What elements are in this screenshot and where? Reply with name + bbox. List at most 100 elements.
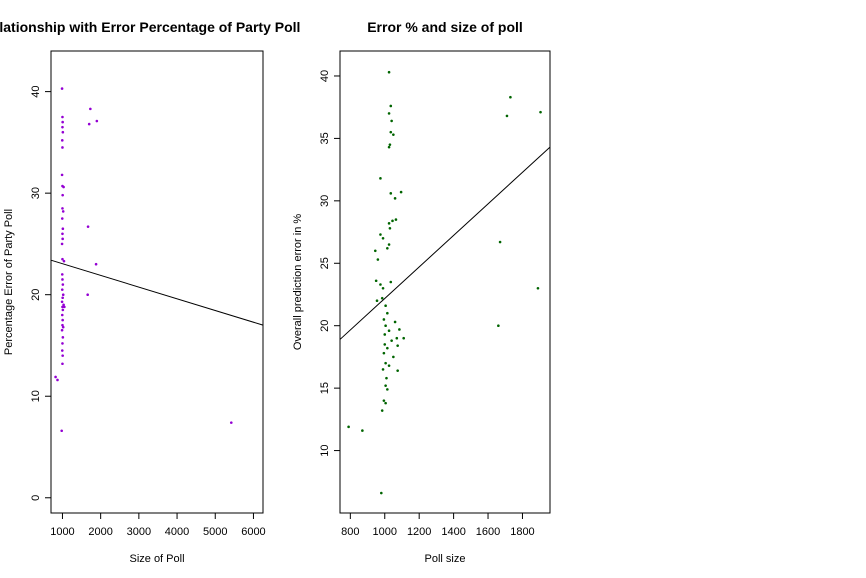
right-x-tick-label: 1600 (476, 526, 500, 538)
left-data-point (61, 278, 64, 281)
left-data-point (60, 273, 64, 276)
right-data-point (392, 355, 395, 359)
left-data-point (61, 323, 64, 327)
left-data-point (61, 227, 65, 230)
right-data-point (402, 336, 405, 340)
left-plot-frame (50, 50, 264, 514)
right-data-point (374, 279, 378, 283)
right-y-tick-label: 10 (319, 444, 331, 456)
right-data-point (539, 110, 542, 114)
left-data-point (61, 237, 64, 241)
left-data-point (56, 378, 59, 382)
left-data-point (61, 193, 64, 197)
right-data-point (394, 218, 398, 221)
left-y-tick-label: 20 (30, 289, 42, 301)
left-data-point (61, 146, 64, 149)
left-chart-title: Size of Poll relationship with Error Per… (0, 19, 300, 35)
left-data-point (229, 421, 233, 424)
left-data-point (60, 288, 64, 291)
right-data-point (391, 219, 394, 223)
right-data-point (381, 368, 385, 371)
left-data-point (60, 217, 64, 220)
right-data-point (387, 112, 391, 115)
right-data-point (497, 324, 500, 328)
right-regression-line (339, 146, 551, 340)
right-data-point (373, 249, 377, 253)
left-scatter-panel: Size of Poll relationship with Error Per… (0, 19, 300, 565)
right-data-point (387, 329, 391, 332)
left-data-point (62, 259, 66, 263)
right-data-point (347, 425, 350, 429)
left-data-point (61, 362, 64, 366)
left-data-point (61, 318, 64, 322)
right-data-point (384, 361, 387, 365)
left-y-tick-label: 40 (30, 85, 42, 97)
left-data-point (61, 257, 64, 261)
right-data-point (387, 145, 391, 149)
right-y-tick-label: 15 (319, 382, 331, 394)
left-data-point (61, 232, 64, 236)
left-data-point (61, 130, 65, 134)
right-y-tick-label: 25 (319, 257, 331, 269)
right-data-point (384, 304, 387, 308)
left-data-point (61, 120, 64, 124)
right-data-point (498, 240, 502, 244)
left-y-axis-label: Percentage Error of Party Poll (3, 209, 15, 355)
left-x-axis-label: Size of Poll (129, 553, 184, 565)
right-y-tick-label: 35 (319, 132, 331, 144)
left-data-point (61, 283, 65, 286)
right-data-point (384, 324, 387, 328)
left-data-point (61, 325, 65, 329)
right-data-point (387, 222, 391, 225)
left-data-point (89, 107, 92, 111)
right-data-point (396, 344, 399, 347)
right-data-point (389, 130, 393, 134)
right-data-point (536, 286, 540, 290)
right-y-tick-label: 20 (319, 320, 331, 332)
right-x-axis-label: Poll size (425, 553, 466, 565)
right-data-point (390, 339, 393, 342)
left-data-point (61, 125, 64, 129)
left-data-point (94, 262, 98, 266)
right-data-point (384, 401, 387, 405)
right-data-point (387, 70, 391, 74)
left-data-point (60, 173, 64, 177)
right-chart-title: Error % and size of poll (367, 19, 523, 35)
left-data-point (61, 210, 65, 213)
right-data-point (384, 384, 387, 387)
right-data-point (389, 104, 393, 108)
right-y-tick-label: 40 (319, 70, 331, 82)
right-scatter-panel: Error % and size of poll Poll size Overa… (292, 19, 551, 565)
right-data-point (390, 119, 393, 123)
left-data-point (61, 308, 65, 312)
right-data-point (396, 369, 399, 372)
left-data-point (95, 119, 99, 123)
right-data-point (379, 233, 382, 236)
left-data-point (60, 349, 64, 352)
right-data-point (388, 143, 392, 146)
right-data-point (380, 296, 384, 300)
left-data-point (61, 354, 64, 357)
left-x-tick-label: 4000 (165, 526, 189, 538)
left-data-point (60, 429, 63, 433)
right-data-point (383, 333, 387, 336)
right-data-point (381, 286, 385, 290)
left-x-tick-label: 1000 (50, 526, 74, 538)
left-data-point (60, 242, 64, 246)
right-x-tick-label: 800 (341, 526, 359, 538)
left-x-tick-label: 6000 (241, 526, 265, 538)
left-y-tick-label: 30 (30, 187, 42, 199)
left-x-tick-label: 5000 (203, 526, 227, 538)
right-data-point (386, 346, 389, 350)
left-data-point (61, 342, 64, 345)
left-data-point (62, 185, 65, 189)
left-data-point (61, 336, 65, 339)
right-data-point (375, 299, 379, 303)
left-y-tick-label: 10 (30, 390, 42, 402)
right-data-point (399, 190, 403, 194)
left-data-point (86, 225, 90, 228)
right-data-point (382, 399, 386, 402)
right-data-point (376, 258, 380, 261)
right-data-point (361, 429, 364, 432)
